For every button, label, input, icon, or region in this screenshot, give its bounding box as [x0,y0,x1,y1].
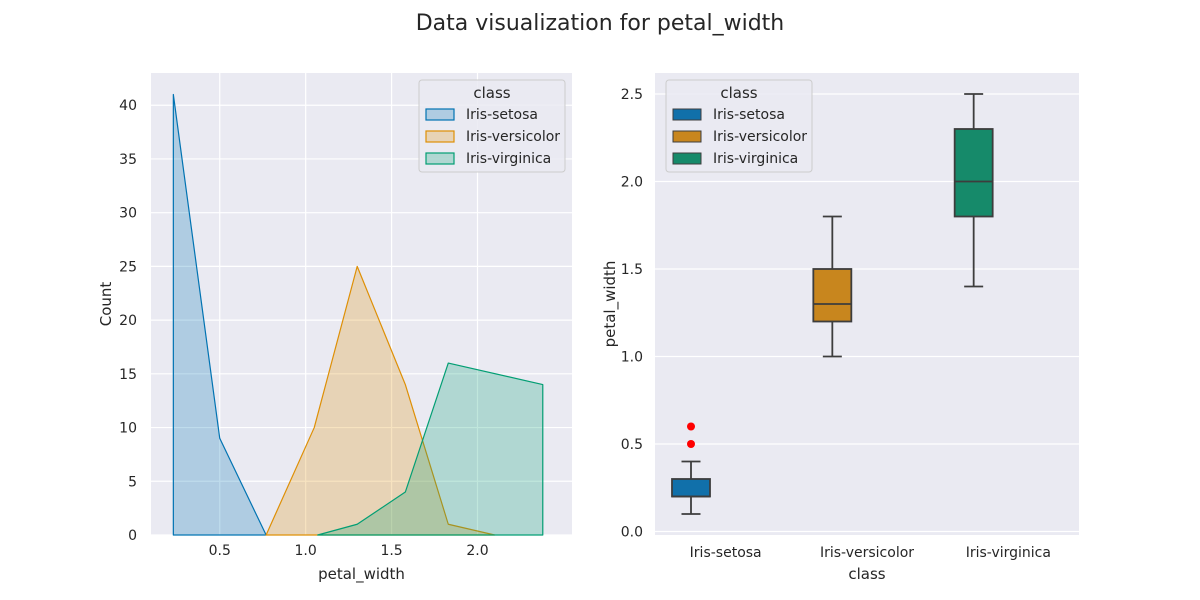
x-tick-label: 2.0 [466,543,488,559]
box-iris-virginica [953,93,994,288]
x-axis-label: petal_width [318,565,405,584]
y-tick-label: 0.0 [621,525,643,541]
legend-box [665,79,813,173]
y-tick-label: 30 [119,206,137,222]
y-tick-label: 0 [128,528,137,544]
box-iqr [671,478,711,498]
y-tick-label: 1.0 [621,350,643,366]
legend-swatch [425,152,455,165]
legend: class Iris-setosa Iris-versicolor Iris-virg… [665,79,813,173]
y-tick-label: 25 [119,259,137,275]
outlier-point [687,440,695,448]
legend-entry: Iris-virginica [466,151,551,167]
y-tick-label: 20 [119,313,137,329]
legend-swatch [425,108,455,121]
x-tick-label: Iris-setosa [690,545,762,561]
legend-entry: Iris-virginica [713,151,798,167]
x-tick-label: Iris-versicolor [820,545,914,561]
x-tick-label: 0.5 [209,543,231,559]
legend-entry: Iris-versicolor [466,129,560,145]
y-axis-label: petal_width [601,261,620,348]
legend-swatch [672,108,702,121]
box-iqr [953,128,994,218]
y-tick-label: 15 [119,367,137,383]
x-tick-label: Iris-virginica [966,545,1051,561]
y-tick-label: 10 [119,421,137,437]
legend-swatch [425,130,455,143]
histogram-chart: 0 5 10 15 20 25 30 35 40 0.5 1.0 1.5 2.0 petal_width C… [97,73,572,584]
box-iris-setosa [671,422,711,515]
y-tick-label: 0.5 [621,437,643,453]
y-axis-label: Count [97,282,115,327]
y-tick-label: 35 [119,152,137,168]
legend: class Iris-setosa Iris-versicolor Iris-virg… [418,79,566,173]
x-tick-label: 1.5 [380,543,402,559]
figure-title: Data visualization for petal_width [416,11,785,36]
boxplot-chart: 0.0 0.5 1.0 1.5 2.0 2.5 Iris-setosa Iris-versic… [601,73,1079,583]
legend-entry: Iris-setosa [713,107,785,123]
legend-title: class [473,84,510,102]
y-tick-label: 2.0 [621,175,643,191]
area-series-iris-virginica [317,362,544,536]
y-tick-label: 5 [128,474,137,490]
area-series-iris-setosa [172,93,267,536]
legend-swatch [672,152,702,165]
x-axis-label: class [848,565,885,583]
legend-box [418,79,566,173]
legend-entry: Iris-versicolor [713,129,807,145]
box-iqr [812,268,853,323]
legend-swatch [672,130,702,143]
y-tick-label: 1.5 [621,262,643,278]
y-tick-label: 40 [119,98,137,114]
box-iris-versicolor [812,215,853,358]
y-tick-label: 2.5 [621,87,643,103]
x-tick-label: 1.0 [295,543,317,559]
outlier-point [687,422,695,431]
legend-entry: Iris-setosa [466,107,538,123]
legend-title: class [720,84,757,102]
